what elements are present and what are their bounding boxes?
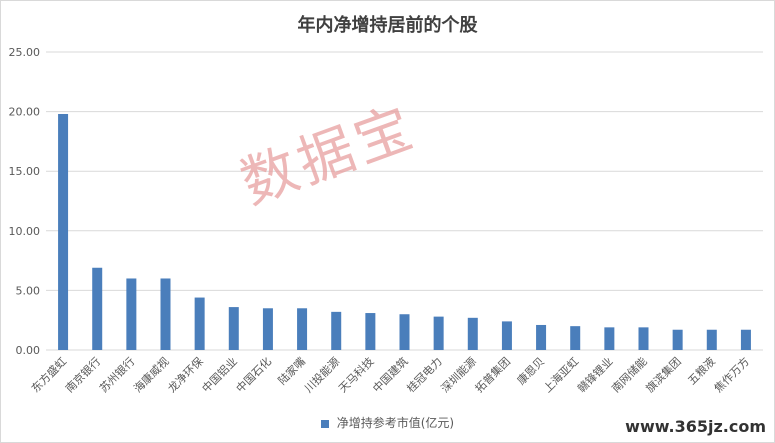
x-tick-label: 焦作万方 (711, 354, 752, 395)
x-tick-label: 中国建筑 (370, 354, 411, 395)
x-tick-label: 深圳能源 (438, 354, 479, 395)
x-tick-label: 东方盛虹 (28, 354, 69, 395)
bar (160, 278, 171, 350)
bar (467, 317, 478, 350)
x-tick-label: 苏州银行 (96, 354, 137, 395)
legend-label: 净增持参考市值(亿元) (336, 416, 455, 430)
x-tick-label: 海康威视 (131, 354, 172, 395)
x-tick-label: 康恩贝 (514, 354, 547, 387)
bar (638, 327, 649, 350)
x-tick-label: 南京银行 (62, 354, 103, 395)
bar (228, 307, 239, 350)
x-tick-label: 天马科技 (335, 354, 376, 395)
x-tick-label: 南网储能 (609, 354, 650, 395)
bar (92, 267, 103, 350)
y-tick-label: 10.00 (9, 225, 41, 238)
x-tick-label: 上海亚虹 (540, 354, 581, 395)
x-tick-label: 桂冠电力 (404, 354, 445, 395)
x-tick-label: 龙净环保 (165, 354, 206, 395)
bar (740, 329, 751, 350)
legend-swatch (320, 419, 329, 428)
x-tick-label: 川投能源 (301, 354, 342, 395)
x-tick-label: 拓普集团 (472, 354, 513, 395)
bar (331, 311, 342, 350)
x-tick-label: 陆家嘴 (275, 354, 308, 387)
bar (399, 314, 410, 350)
chart-title: 年内净增持居前的个股 (297, 15, 478, 36)
bar (672, 329, 683, 350)
x-tick-label: 中国石化 (233, 354, 274, 395)
bar (570, 326, 581, 350)
y-tick-label: 15.00 (9, 165, 41, 178)
x-tick-label: 旗滨集团 (643, 354, 684, 395)
y-tick-label: 25.00 (9, 46, 41, 59)
x-tick-label: 五粮液 (685, 354, 718, 387)
bar (126, 278, 137, 350)
bar (706, 329, 717, 350)
site-watermark: www.365jz.com (625, 417, 766, 436)
bar (536, 324, 547, 350)
y-tick-label: 5.00 (16, 284, 41, 297)
y-tick-label: 0.00 (16, 344, 41, 357)
bar (501, 321, 512, 350)
y-tick-label: 20.00 (9, 106, 41, 119)
bar (297, 308, 308, 350)
legend: 净增持参考市值(亿元) (1, 414, 774, 431)
bar (58, 113, 69, 350)
bar (604, 327, 615, 350)
bar (433, 316, 444, 350)
x-tick-label: 赣锋锂业 (574, 354, 615, 395)
bar (365, 313, 376, 350)
bar (194, 297, 205, 350)
x-tick-label: 中国铝业 (199, 354, 240, 395)
bar (262, 308, 273, 350)
